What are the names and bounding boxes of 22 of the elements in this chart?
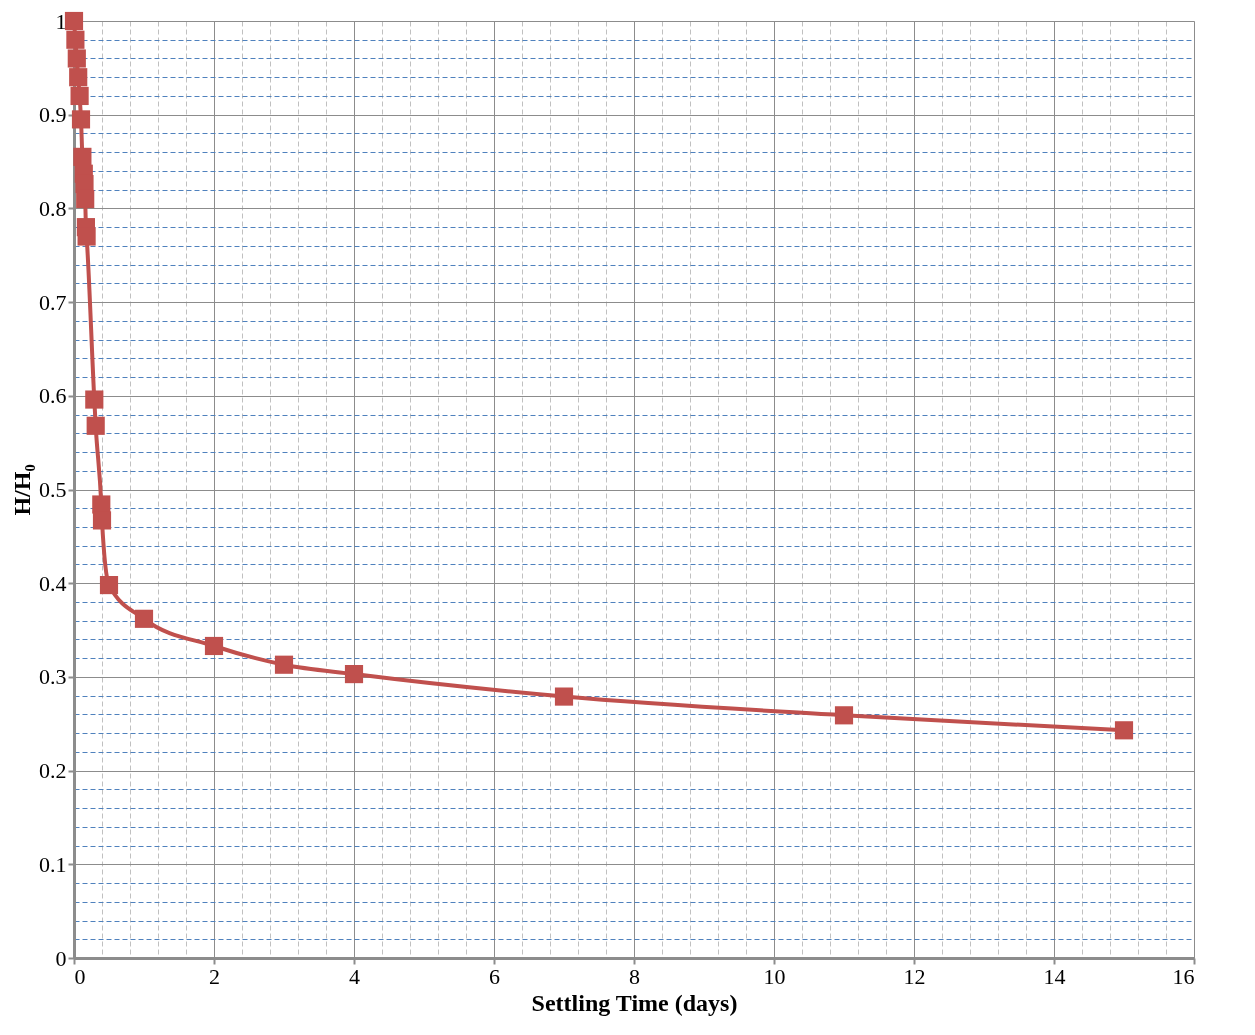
x-tick-label: 12 xyxy=(903,963,926,989)
x-tick-label: 2 xyxy=(209,963,220,989)
x-tick-label: 6 xyxy=(489,963,500,989)
y-tick-label: 0.4 xyxy=(39,570,67,596)
y-tick-label: 0.5 xyxy=(39,477,67,502)
y-axis-title: H/H₀ xyxy=(9,464,35,516)
y-tick-label: 1 xyxy=(55,8,67,34)
y-tick-label: 0.1 xyxy=(39,851,67,877)
x-axis-title: Settling Time (days) xyxy=(531,989,738,1016)
y-tick-label: 0 xyxy=(55,945,67,971)
x-tick-label: 0 xyxy=(74,963,86,989)
y-tick-label: 0.3 xyxy=(39,664,67,690)
y-tick-label: 0.6 xyxy=(39,383,67,409)
y-tick-label: 0.7 xyxy=(39,289,67,315)
x-tick-label: 14 xyxy=(1043,963,1066,989)
y-tick-label: 0.8 xyxy=(39,195,67,221)
x-tick-label: 16 xyxy=(1172,963,1195,989)
x-tick-label: 8 xyxy=(629,963,640,989)
y-tick-label: 0.2 xyxy=(39,758,67,784)
x-tick-label: 4 xyxy=(349,963,360,989)
x-tick-label: 10 xyxy=(763,963,786,989)
y-tick-label: 0.9 xyxy=(39,102,67,128)
